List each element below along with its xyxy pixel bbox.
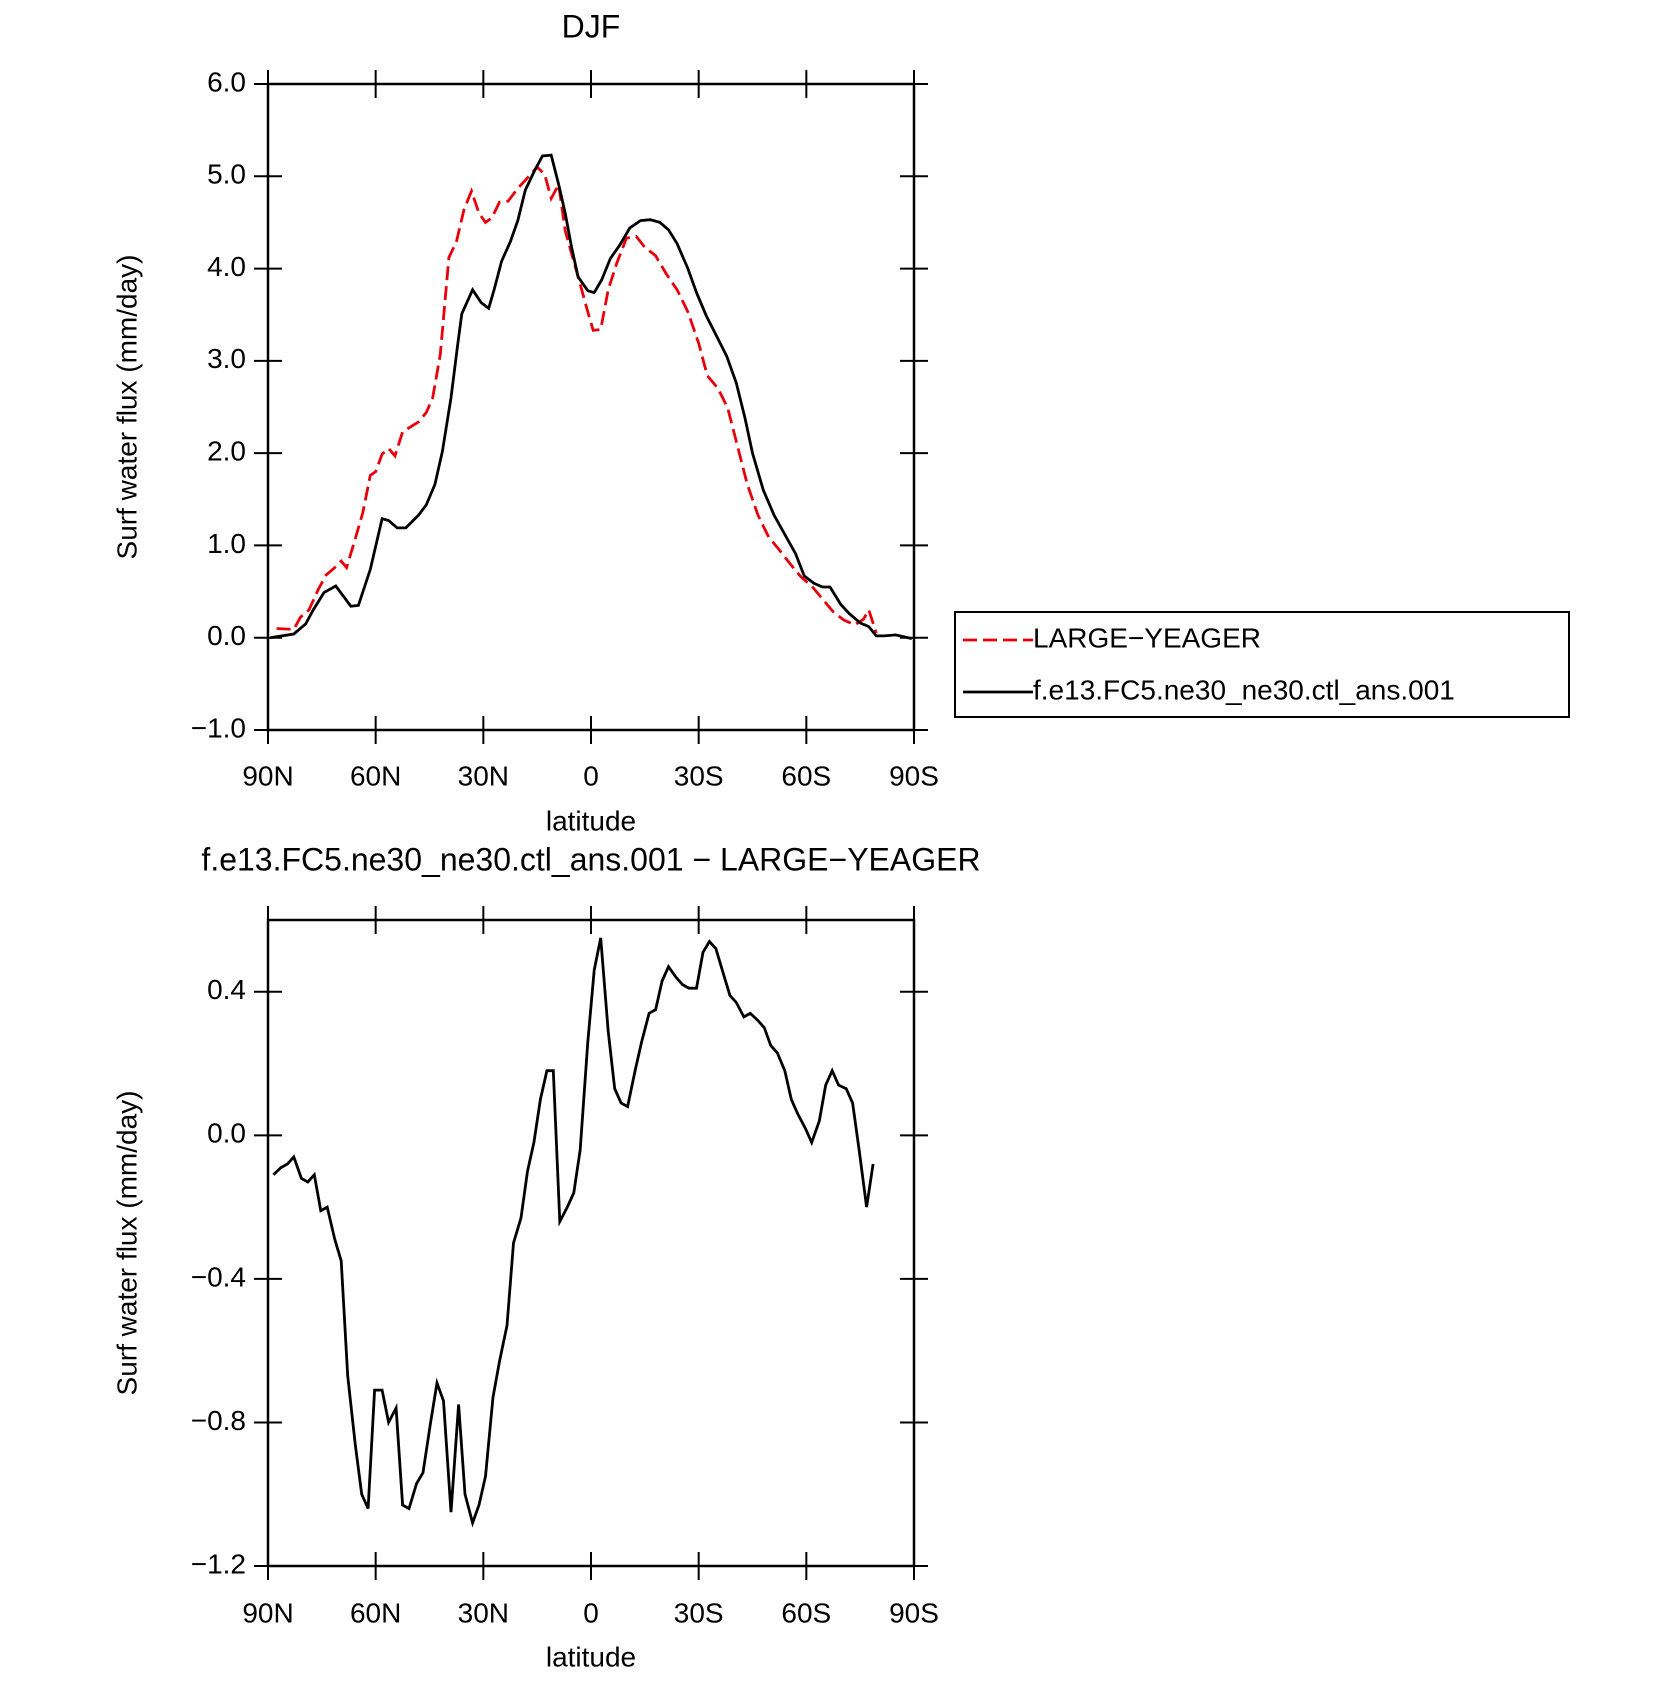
legend-box xyxy=(954,611,1570,718)
y-axis-label: Surf water flux (mm/day) xyxy=(111,1091,142,1396)
data-line xyxy=(276,165,878,634)
data-line xyxy=(269,153,913,640)
y-tick-label: −1.2 xyxy=(191,1548,246,1579)
x-tick-label: 30N xyxy=(458,760,509,791)
y-tick-label: 4.0 xyxy=(207,251,246,282)
x-tick-label: 30S xyxy=(674,760,724,791)
y-tick-label: 5.0 xyxy=(207,159,246,190)
y-tick-label: 0.4 xyxy=(207,974,246,1005)
chart-title: DJF xyxy=(562,8,621,44)
x-tick-label: 90S xyxy=(889,1597,939,1628)
y-tick-label: 0.0 xyxy=(207,1118,246,1149)
y-tick-label: 2.0 xyxy=(207,436,246,467)
x-tick-label: 90N xyxy=(242,760,293,791)
x-tick-label: 90S xyxy=(889,760,939,791)
y-tick-label: 1.0 xyxy=(207,528,246,559)
plot-frame xyxy=(266,82,916,732)
x-tick-label: 30S xyxy=(674,1597,724,1628)
y-tick-label: −0.4 xyxy=(191,1261,246,1292)
legend-label: f.e13.FC5.ne30_ne30.ctl_ans.001 xyxy=(1033,674,1455,705)
chart-title: f.e13.FC5.ne30_ne30.ctl_ans.001 − LARGE−… xyxy=(201,841,980,877)
x-tick-label: 60S xyxy=(781,1597,831,1628)
x-tick-label: 0 xyxy=(583,760,599,791)
y-tick-label: −0.8 xyxy=(191,1405,246,1436)
legend-label: LARGE−YEAGER xyxy=(1033,622,1261,653)
x-tick-label: 90N xyxy=(242,1597,293,1628)
y-tick-label: −1.0 xyxy=(191,712,246,743)
data-line xyxy=(272,937,875,1528)
y-tick-label: 6.0 xyxy=(207,66,246,97)
x-tick-label: 30N xyxy=(458,1597,509,1628)
x-axis-label: latitude xyxy=(546,805,636,836)
x-tick-label: 60N xyxy=(350,1597,401,1628)
y-tick-label: 0.0 xyxy=(207,620,246,651)
x-tick-label: 60S xyxy=(781,760,831,791)
x-tick-label: 0 xyxy=(583,1597,599,1628)
x-axis-label: latitude xyxy=(546,1641,636,1672)
y-axis-label: Surf water flux (mm/day) xyxy=(111,255,142,560)
x-tick-label: 60N xyxy=(350,760,401,791)
y-tick-label: 3.0 xyxy=(207,343,246,374)
